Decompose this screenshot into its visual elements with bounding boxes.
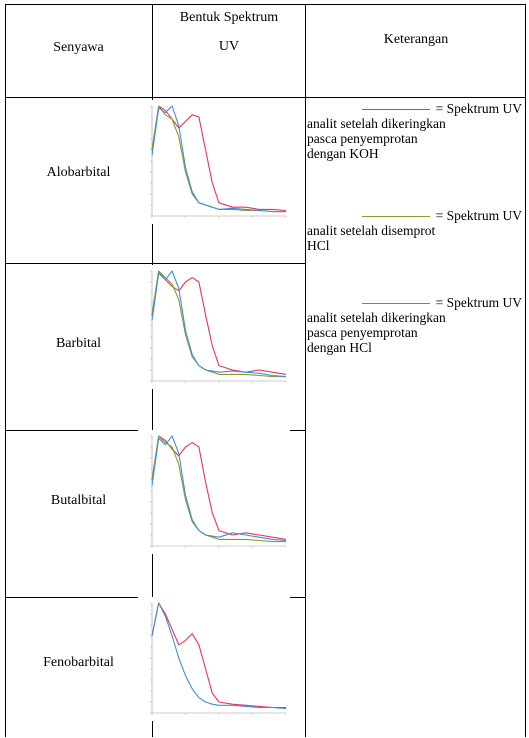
spectrum-barbital (138, 265, 290, 389)
spectrum-series-line (151, 435, 287, 540)
chart-axes (151, 106, 286, 217)
spectrum-chart-svg (150, 602, 287, 715)
legend-desc-line: dengan HCl (307, 340, 372, 355)
legend-item-koh: = Spektrum UV analit setelah dikeringkan… (307, 101, 522, 161)
legend-label: = Spektrum UV (435, 208, 522, 223)
spectrum-chart-svg (150, 435, 287, 548)
legend-item-dikeringkan-hcl: = Spektrum UV analit setelah dikeringkan… (307, 295, 522, 355)
spectrum-alobarbital (138, 100, 290, 224)
legend-item-disemprot-hcl: = Spektrum UV analit setelah disemprot H… (307, 208, 522, 253)
spectrum-series-line (151, 270, 287, 375)
spectrum-series-line (151, 602, 287, 710)
spectrum-series-line (151, 435, 286, 543)
spectrum-fenobarbital (138, 597, 290, 721)
spectrum-chart-svg (150, 270, 287, 383)
compound-butalbital: Butalbital (50, 493, 107, 508)
legend-line-koh (361, 108, 430, 111)
header-notes: Keterangan (383, 32, 449, 47)
compound-fenobarbital: Fenobarbital (43, 655, 114, 670)
legend-desc-line: dengan KOH (307, 146, 379, 161)
legend-desc-line: analit setelah dikeringkan (307, 116, 446, 131)
spectrum-series-line (151, 270, 287, 378)
legend-desc-line: pasca penyemprotan (307, 325, 418, 340)
header-spectrum-line1: Bentuk Spektrum (179, 10, 279, 25)
compound-alobarbital: Alobarbital (46, 165, 111, 180)
table (5, 4, 526, 737)
legend-desc-line: pasca penyemprotan (307, 131, 418, 146)
col-divider-2 (305, 4, 306, 737)
legend-desc-line: analit setelah disemprot (307, 223, 436, 238)
header-spectrum: Bentuk Spektrum UV (153, 8, 305, 67)
legend-line-disemprot (361, 215, 430, 218)
row-divider-1 (5, 263, 306, 264)
spectrum-series-line (151, 105, 287, 212)
legend-desc-line: analit setelah dikeringkan (307, 310, 446, 325)
spectrum-series-line (151, 435, 287, 542)
spectrum-series-line (151, 105, 286, 213)
spectrum-series-line (151, 602, 286, 709)
legend-label: = Spektrum UV (435, 101, 522, 116)
legend-desc-line: HCl (307, 238, 330, 253)
header-compound: Senyawa (53, 40, 104, 55)
header-divider (5, 97, 526, 98)
spectrum-series-line (151, 105, 286, 213)
chart-axes (151, 603, 286, 714)
spectrum-chart-svg (150, 105, 287, 218)
header-spectrum-line2: UV (218, 39, 240, 54)
legend-line-dikeringkan (361, 302, 430, 305)
spectrum-butalbital (138, 430, 290, 554)
compound-barbital: Barbital (55, 336, 102, 351)
legend-label: = Spektrum UV (435, 295, 522, 310)
